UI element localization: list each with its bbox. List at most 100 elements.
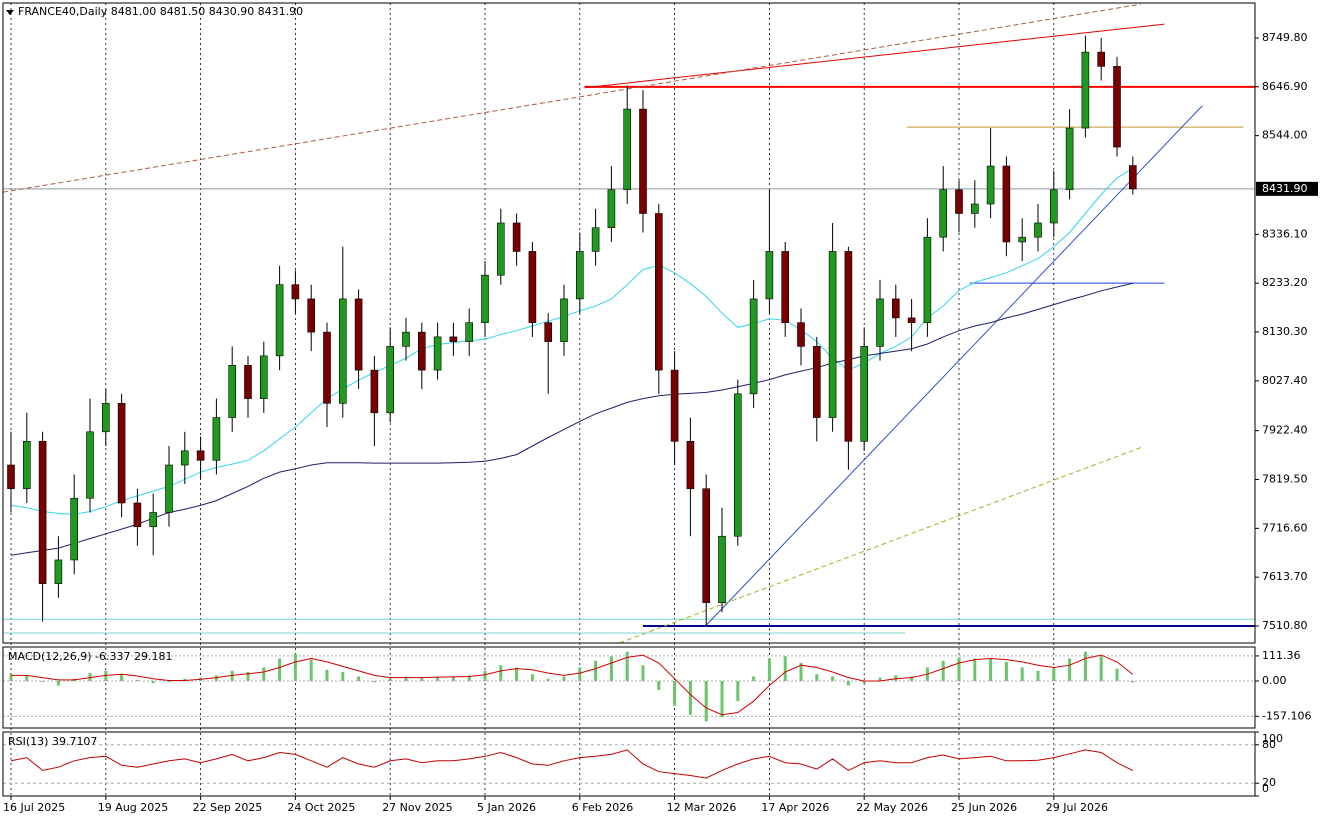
candle-body bbox=[402, 331, 410, 347]
candle-body bbox=[7, 464, 15, 490]
candle-body bbox=[86, 431, 94, 499]
macd-bar bbox=[1052, 668, 1056, 681]
candle-body bbox=[591, 227, 600, 252]
candle-body bbox=[939, 189, 948, 238]
x-tick-label: 24 Oct 2025 bbox=[287, 801, 355, 814]
macd-bar bbox=[657, 680, 661, 690]
candle-body bbox=[307, 298, 316, 333]
candle-body bbox=[623, 108, 632, 191]
macd-bar bbox=[325, 669, 329, 681]
macd-frame bbox=[2, 646, 1256, 729]
macd-bar bbox=[483, 670, 487, 681]
rsi-frame bbox=[2, 731, 1256, 797]
y-tick-label: 8130.30 bbox=[1262, 325, 1308, 338]
candle-body bbox=[907, 317, 916, 323]
axes: 16 Jul 2025 19 Aug 2025 22 Sep 2025 24 Oct … bbox=[3, 31, 1318, 814]
y-tick-label: 7716.60 bbox=[1262, 521, 1308, 534]
macd-bar bbox=[562, 676, 566, 681]
macd-bar bbox=[135, 679, 139, 681]
candle-body bbox=[749, 298, 758, 395]
macd-bar bbox=[214, 675, 218, 681]
candle-body bbox=[22, 440, 31, 490]
candle-body bbox=[544, 322, 553, 342]
candle-body bbox=[1081, 51, 1090, 129]
candle-body bbox=[54, 559, 63, 584]
candle-body bbox=[828, 251, 837, 418]
candle-body bbox=[338, 298, 347, 404]
macd-bar bbox=[720, 680, 724, 717]
trendline bbox=[619, 446, 1143, 643]
macd-bar bbox=[799, 662, 803, 681]
macd-bar bbox=[815, 674, 819, 681]
moving-average bbox=[10, 167, 1134, 515]
menu-arrow[interactable] bbox=[6, 10, 14, 15]
chart-title: FRANCE40,Daily 8481.00 8481.50 8430.90 8… bbox=[18, 5, 303, 18]
macd-bar bbox=[1099, 656, 1103, 681]
x-tick-label: 12 Mar 2026 bbox=[667, 801, 737, 814]
candle-body bbox=[275, 284, 284, 357]
macd-bar bbox=[88, 673, 92, 681]
candle-body bbox=[955, 189, 963, 214]
macd-title: MACD(12,26,9) -6.337 29.181 bbox=[8, 650, 172, 663]
candle-body bbox=[102, 403, 110, 433]
moving-average bbox=[10, 282, 1133, 556]
rsi-line bbox=[10, 749, 1134, 779]
macd-bar bbox=[1068, 658, 1072, 681]
y-tick-label: 8749.80 bbox=[1262, 31, 1308, 44]
x-tick-label: 6 Feb 2026 bbox=[572, 801, 633, 814]
candle-body bbox=[781, 251, 790, 323]
candle-body bbox=[1050, 189, 1058, 224]
candle-body bbox=[496, 222, 505, 276]
macd-bar bbox=[262, 667, 266, 681]
candle-body bbox=[1018, 236, 1027, 243]
macd-bar bbox=[878, 677, 882, 681]
macd-bar bbox=[783, 656, 787, 681]
macd-bar bbox=[641, 665, 645, 681]
last-price-label: 8431.90 bbox=[1262, 182, 1308, 195]
x-tick-label: 29 Jul 2026 bbox=[1046, 801, 1108, 814]
macd-bar bbox=[752, 676, 756, 681]
macd-bar bbox=[278, 658, 282, 681]
macd-bar bbox=[230, 670, 234, 681]
candle-body bbox=[465, 322, 474, 342]
candle-body bbox=[449, 336, 458, 342]
candle-body bbox=[291, 284, 300, 300]
y-tick-label: 111.36 bbox=[1262, 649, 1301, 662]
candle-body bbox=[765, 251, 774, 300]
macd-bar bbox=[56, 680, 60, 686]
trendline bbox=[584, 23, 1165, 89]
macd-bar bbox=[25, 675, 29, 681]
macd-bar bbox=[846, 680, 850, 686]
macd-bar bbox=[546, 678, 550, 681]
candle-body bbox=[354, 298, 363, 371]
macd-bar bbox=[1004, 661, 1008, 681]
candle-body bbox=[323, 331, 331, 404]
macd-bar bbox=[357, 676, 361, 681]
macd-bar bbox=[894, 675, 898, 681]
rsi-panel bbox=[3, 744, 1255, 784]
candle-body bbox=[575, 251, 584, 300]
candle-body bbox=[797, 322, 805, 347]
x-tick-label: 22 May 2026 bbox=[856, 801, 928, 814]
candle-body bbox=[560, 298, 568, 342]
candle-body bbox=[639, 108, 647, 214]
candle-body bbox=[812, 346, 821, 418]
macd-bar bbox=[973, 658, 977, 681]
x-tick-label: 16 Jul 2025 bbox=[3, 801, 65, 814]
y-tick-label: 100 bbox=[1262, 732, 1283, 745]
macd-bar bbox=[372, 680, 376, 683]
candle-body bbox=[259, 355, 268, 399]
candle-body bbox=[1034, 222, 1042, 238]
macd-bar bbox=[989, 658, 993, 681]
last-price-box bbox=[1256, 181, 1318, 196]
candle-body bbox=[370, 369, 379, 414]
macd-bar bbox=[957, 657, 961, 681]
macd-bar bbox=[104, 670, 108, 681]
macd-bar bbox=[831, 676, 835, 681]
macd-bar bbox=[499, 665, 503, 681]
candle-body bbox=[228, 365, 236, 418]
candle-body bbox=[986, 165, 995, 205]
trendline bbox=[3, 3, 1141, 193]
candle-body bbox=[417, 331, 426, 371]
